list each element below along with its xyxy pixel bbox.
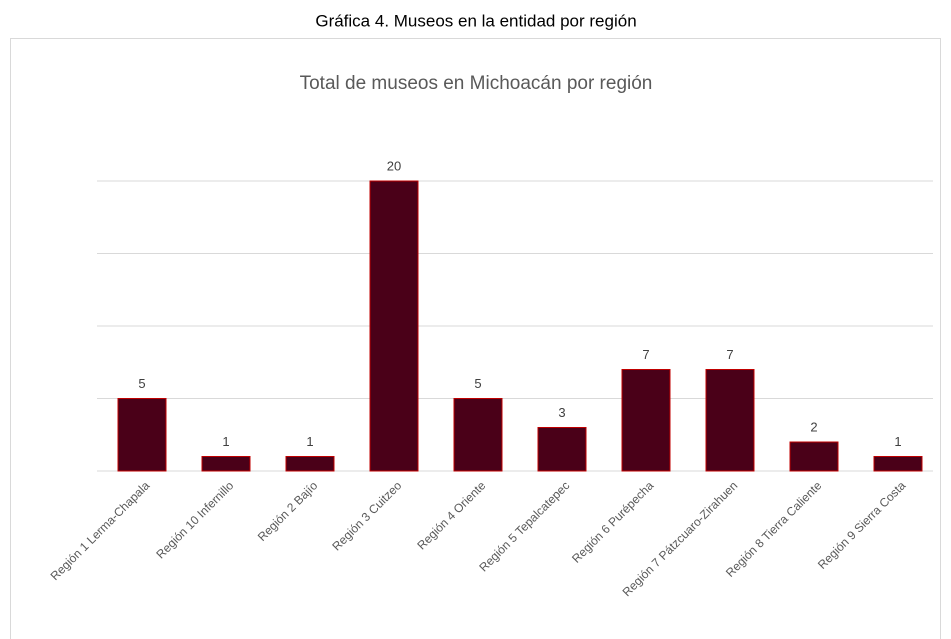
bar [285, 456, 335, 472]
bar [537, 427, 587, 472]
value-label: 1 [894, 434, 901, 449]
bar [201, 456, 251, 472]
bar [873, 456, 923, 472]
value-label: 20 [387, 158, 401, 173]
bar [369, 180, 419, 472]
bar [705, 369, 755, 472]
bar [453, 398, 503, 472]
bar [117, 398, 167, 472]
value-label: 7 [726, 347, 733, 362]
page-title: Gráfica 4. Museos en la entidad por regi… [315, 11, 636, 30]
value-label: 1 [306, 434, 313, 449]
value-label: 1 [222, 434, 229, 449]
bar [621, 369, 671, 472]
value-label: 3 [558, 405, 565, 420]
value-label: 5 [138, 376, 145, 391]
chart-frame [10, 38, 941, 639]
value-label: 7 [642, 347, 649, 362]
value-label: 5 [474, 376, 481, 391]
value-label: 2 [810, 419, 817, 434]
bar [789, 441, 839, 472]
chart-title: Total de museos en Michoacán por región [300, 73, 653, 94]
